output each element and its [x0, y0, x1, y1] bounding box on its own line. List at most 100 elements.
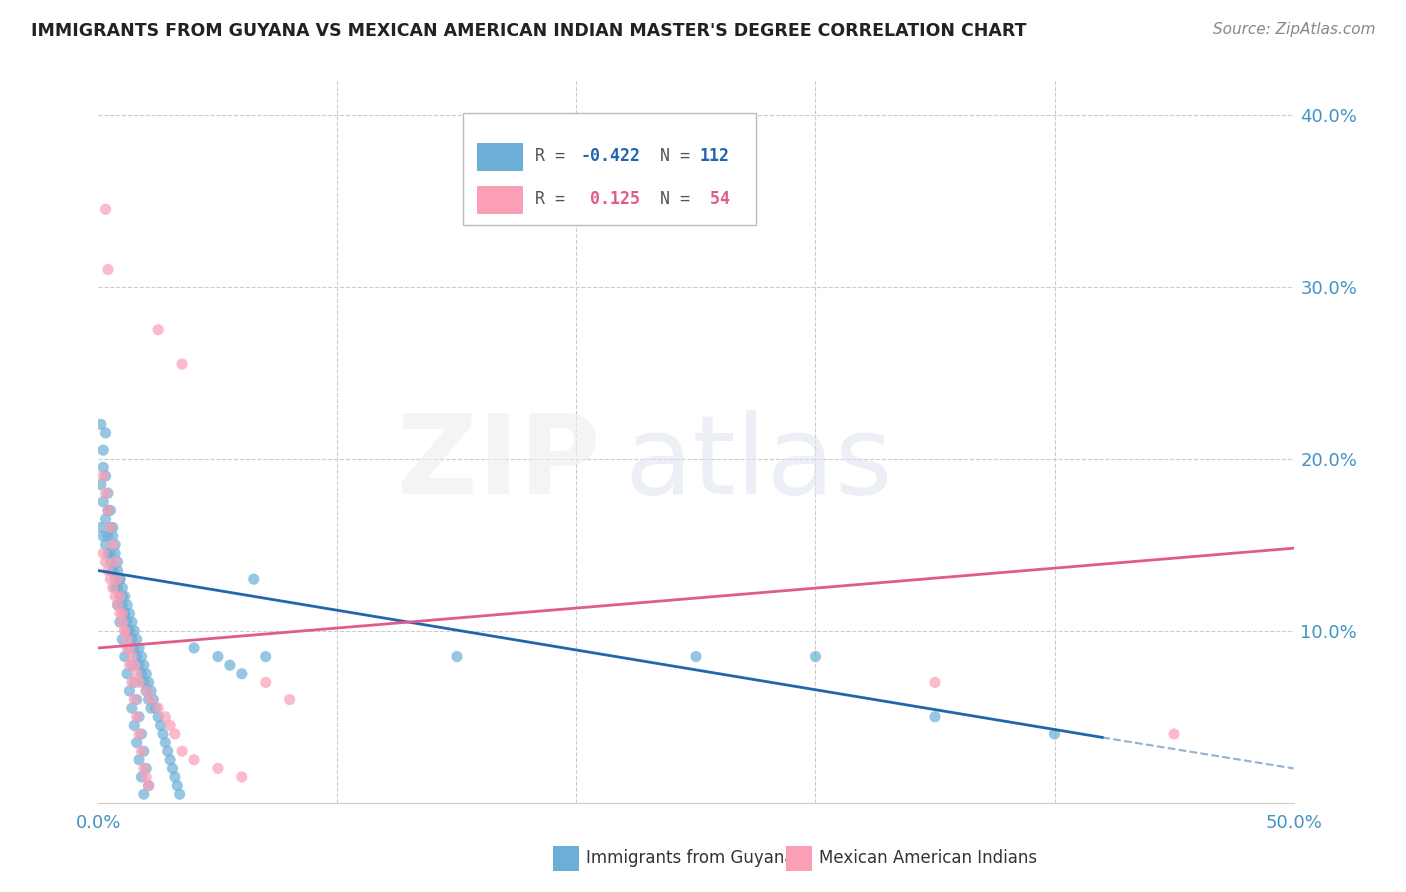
Bar [477, 143, 523, 170]
Point [101, 538, 124, 552]
Point [125, 692, 148, 706]
Point [172, 357, 194, 371]
Point [685, 649, 707, 664]
Text: Source: ZipAtlas.com: Source: ZipAtlas.com [1212, 22, 1375, 37]
Point [104, 581, 127, 595]
Point [104, 538, 127, 552]
Point [254, 649, 277, 664]
Point [98, 572, 122, 586]
Point [159, 718, 181, 732]
Point [114, 607, 136, 621]
Point [243, 572, 266, 586]
Point [219, 658, 242, 673]
Point [124, 718, 146, 732]
Point [138, 779, 160, 793]
Text: Mexican American Indians: Mexican American Indians [820, 849, 1038, 867]
Point [125, 710, 148, 724]
Point [163, 727, 186, 741]
Point [98, 520, 122, 534]
Point [94, 538, 117, 552]
Point [207, 761, 229, 775]
Point [162, 761, 184, 775]
Point [104, 546, 127, 560]
Point [159, 753, 181, 767]
Point [118, 684, 141, 698]
Point [94, 486, 117, 500]
Point [91, 529, 114, 543]
Point [118, 640, 141, 655]
Point [132, 787, 155, 801]
Point [104, 590, 127, 604]
Point [131, 666, 153, 681]
Point [125, 666, 148, 681]
Text: 54: 54 [700, 191, 730, 209]
Point [101, 581, 124, 595]
Point [128, 753, 150, 767]
Point [125, 735, 148, 749]
Point [183, 753, 205, 767]
Point [124, 675, 146, 690]
Point [115, 624, 138, 638]
Point [207, 649, 229, 664]
Point [155, 710, 177, 724]
Point [128, 640, 150, 655]
Point [121, 632, 143, 647]
Point [91, 460, 114, 475]
Text: atlas: atlas [624, 409, 893, 516]
Point [97, 546, 120, 560]
Point [115, 598, 138, 612]
Point [132, 744, 155, 758]
Point [111, 598, 134, 612]
Bar [477, 186, 523, 214]
Point [124, 692, 146, 706]
Point [924, 710, 946, 724]
Point [183, 640, 205, 655]
Point [156, 744, 179, 758]
Point [804, 649, 827, 664]
Point [111, 581, 134, 595]
Point [98, 503, 122, 517]
Point [132, 761, 155, 775]
Point [135, 666, 157, 681]
Text: ZIP: ZIP [396, 409, 600, 516]
Point [91, 546, 114, 560]
Point [231, 666, 253, 681]
Point [114, 607, 136, 621]
Point [118, 607, 141, 621]
Point [125, 632, 148, 647]
Text: 0.125: 0.125 [581, 191, 640, 209]
Point [121, 675, 143, 690]
Point [97, 486, 120, 500]
Point [94, 202, 117, 217]
Point [254, 675, 277, 690]
Text: N =: N = [640, 147, 700, 165]
Point [124, 658, 146, 673]
Point [139, 692, 162, 706]
Point [121, 649, 143, 664]
Point [135, 770, 157, 784]
Point [128, 675, 150, 690]
Point [125, 649, 148, 664]
Point [115, 640, 138, 655]
Point [128, 727, 150, 741]
Point [111, 615, 134, 630]
Point [98, 555, 122, 569]
Point [97, 503, 120, 517]
Point [101, 564, 124, 578]
Point [169, 787, 191, 801]
Point [108, 572, 131, 586]
Point [155, 735, 177, 749]
Point [104, 572, 127, 586]
Text: IMMIGRANTS FROM GUYANA VS MEXICAN AMERICAN INDIAN MASTER'S DEGREE CORRELATION CH: IMMIGRANTS FROM GUYANA VS MEXICAN AMERIC… [31, 22, 1026, 40]
Point [111, 590, 134, 604]
Point [97, 529, 120, 543]
Text: R =: R = [534, 147, 575, 165]
Point [91, 469, 114, 483]
FancyBboxPatch shape [463, 112, 756, 225]
Point [114, 624, 136, 638]
Point [149, 718, 172, 732]
Point [98, 546, 122, 560]
Bar [786, 847, 811, 871]
Point [115, 615, 138, 630]
Point [278, 692, 301, 706]
